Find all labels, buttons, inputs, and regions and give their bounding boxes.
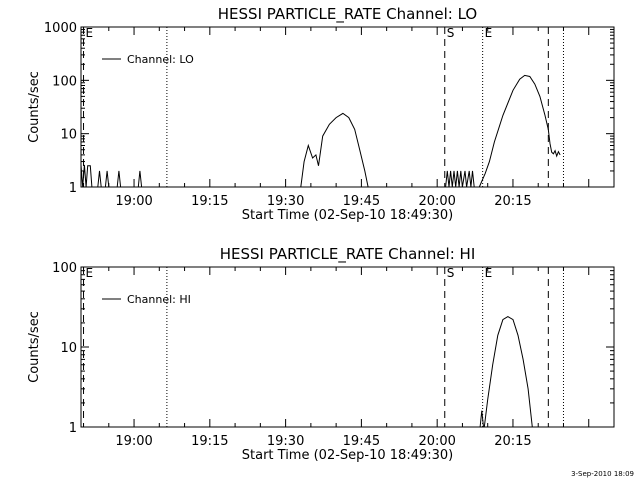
event-marker-label-hi-0: E [86, 266, 94, 280]
series-line-hi-0 [479, 410, 484, 428]
plot-frame-lo [80, 26, 615, 188]
event-marker-label-lo-2: S [447, 26, 455, 40]
event-marker-label-hi-3: E [485, 266, 493, 280]
series-line-hi-1 [483, 316, 533, 428]
chart-title-hi: HESSI PARTICLE_RATE Channel: HI [220, 245, 476, 264]
series-line-lo-4 [137, 170, 143, 188]
x-axis-label-lo: Start Time (02-Sep-10 18:49:30) [242, 208, 453, 223]
x-tick-label-lo: 19:30 [267, 194, 304, 209]
series-line-lo-5 [300, 112, 369, 188]
series-line-lo-2 [104, 170, 110, 188]
plot-frame-hi [80, 266, 615, 428]
y-tick-label-lo: 100 [52, 74, 77, 89]
series-line-lo-3 [116, 170, 122, 188]
y-tick-label-lo: 1 [69, 181, 77, 196]
y-axis-label-lo: Counts/sec [27, 71, 42, 143]
event-marker-label-hi-2: S [447, 266, 455, 280]
y-axis-label-hi: Counts/sec [27, 311, 42, 383]
x-tick-label-hi: 19:30 [267, 434, 304, 449]
y-tick-label-hi: 1 [69, 421, 77, 436]
series-line-lo-0 [80, 164, 93, 188]
x-tick-label-hi: 19:00 [115, 434, 152, 449]
y-tick-label-hi: 10 [60, 341, 77, 356]
y-tick-label-lo: 1000 [44, 21, 77, 36]
series-line-lo-1 [97, 170, 102, 188]
x-tick-label-hi: 20:00 [418, 434, 455, 449]
x-axis-label-hi: Start Time (02-Sep-10 18:49:30) [242, 448, 453, 463]
event-marker-label-lo-0: E [86, 26, 94, 40]
x-tick-label-lo: 19:45 [343, 194, 380, 209]
x-tick-label-lo: 19:00 [115, 194, 152, 209]
legend-label-lo: Channel: LO [127, 53, 194, 66]
chart-title-lo: HESSI PARTICLE_RATE Channel: LO [218, 5, 477, 24]
x-tick-label-hi: 19:45 [343, 434, 380, 449]
y-tick-label-lo: 10 [60, 128, 77, 143]
footer-timestamp: 3-Sep-2010 18:09 [571, 470, 634, 478]
x-tick-label-hi: 20:15 [494, 434, 531, 449]
x-tick-label-lo: 19:15 [191, 194, 228, 209]
x-tick-label-lo: 20:00 [418, 194, 455, 209]
legend-label-hi: Channel: HI [127, 293, 191, 306]
event-marker-label-lo-3: E [485, 26, 493, 40]
y-tick-label-hi: 100 [52, 261, 77, 276]
series-line-lo-6 [445, 170, 475, 188]
x-tick-label-hi: 19:15 [191, 434, 228, 449]
series-line-lo-7 [478, 74, 561, 188]
x-tick-label-lo: 20:15 [494, 194, 531, 209]
